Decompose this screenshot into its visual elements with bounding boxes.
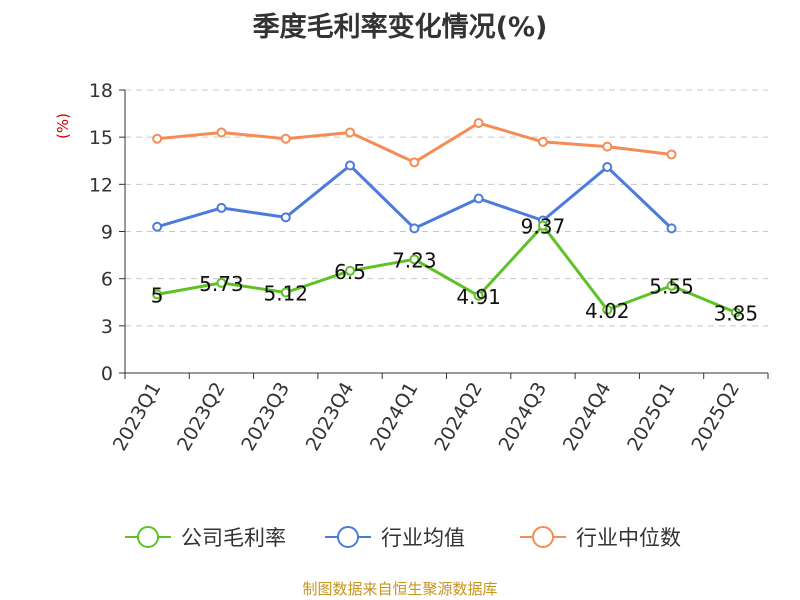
data-label: 5.73	[199, 272, 244, 296]
chart-title: 季度毛利率变化情况(%)	[253, 11, 548, 43]
data-label: 4.91	[456, 285, 501, 309]
data-point	[152, 133, 163, 144]
data-label: 7.23	[392, 248, 437, 272]
data-point	[666, 223, 677, 234]
data-point	[280, 212, 291, 223]
data-point	[602, 304, 613, 315]
data-point	[345, 127, 356, 138]
x-tick-label: 2023Q1	[109, 379, 166, 455]
data-point	[409, 223, 420, 234]
data-point	[602, 162, 613, 173]
data-label: 5.12	[263, 282, 308, 306]
data-point	[666, 149, 677, 160]
x-tick-label: 2024Q3	[495, 379, 552, 455]
data-point	[537, 220, 548, 231]
legend-item[interactable]: 公司毛利率	[125, 526, 286, 550]
x-tick-label: 2024Q2	[430, 379, 487, 455]
x-tick-label: 2024Q1	[366, 379, 423, 455]
data-point	[152, 221, 163, 232]
series-line	[156, 224, 737, 314]
data-point	[216, 127, 227, 138]
data-point	[345, 265, 356, 276]
legend-label: 行业均值	[381, 526, 465, 550]
y-tick-label: 12	[89, 174, 113, 196]
y-tick-label: 6	[101, 269, 113, 291]
x-tick-label: 2023Q3	[237, 379, 294, 455]
legend-marker	[532, 526, 554, 548]
data-point	[280, 133, 291, 144]
data-point	[216, 202, 227, 213]
y-axis-unit: (%)	[54, 113, 72, 139]
legend-marker	[337, 526, 359, 548]
x-tick-label: 2025Q2	[687, 379, 744, 455]
data-labels: 5 5.73 5.12 6.5 7.23 4.91 9.37 4.02 5.55 3.85	[151, 215, 758, 326]
data-label: 6.5	[334, 260, 366, 284]
y-tick-label: 15	[89, 127, 113, 149]
y-tick-label: 9	[101, 222, 113, 244]
y-tick-label: 18	[89, 80, 113, 102]
data-point	[345, 160, 356, 171]
legend[interactable]: 公司毛利率 行业均值 行业中位数	[125, 526, 681, 550]
data-point	[409, 157, 420, 168]
data-point	[216, 277, 227, 288]
series-公司毛利率	[152, 220, 741, 318]
data-label: 4.02	[585, 299, 630, 323]
data-point	[473, 118, 484, 129]
data-point	[602, 141, 613, 152]
data-point	[537, 136, 548, 147]
legend-label: 行业中位数	[576, 526, 681, 550]
data-label: 5.55	[649, 275, 694, 299]
series-行业中位数	[152, 118, 677, 168]
series-lines	[152, 118, 741, 318]
data-point	[473, 290, 484, 301]
data-point	[280, 287, 291, 298]
source-note: 制图数据来自恒生聚源数据库	[302, 580, 497, 598]
series-line	[157, 121, 672, 164]
legend-item[interactable]: 行业均值	[325, 526, 465, 550]
x-tick-label: 2023Q2	[173, 379, 230, 455]
data-point	[409, 254, 420, 265]
series-行业均值	[152, 160, 677, 234]
y-tick-label: 0	[101, 363, 113, 385]
series-line	[156, 163, 673, 230]
x-tick-label: 2023Q4	[302, 379, 359, 455]
data-point	[730, 307, 741, 318]
data-point	[666, 280, 677, 291]
legend-label: 公司毛利率	[181, 526, 286, 550]
data-label: 5	[151, 283, 164, 307]
legend-marker	[137, 526, 159, 548]
data-label: 3.85	[714, 301, 759, 325]
y-tick-label: 3	[101, 316, 113, 338]
data-point	[473, 193, 484, 204]
x-tick-label: 2024Q4	[559, 379, 616, 455]
legend-item[interactable]: 行业中位数	[520, 526, 681, 550]
data-point	[152, 289, 163, 300]
data-label: 9.37	[521, 215, 566, 239]
x-tick-label: 2025Q1	[623, 379, 680, 455]
